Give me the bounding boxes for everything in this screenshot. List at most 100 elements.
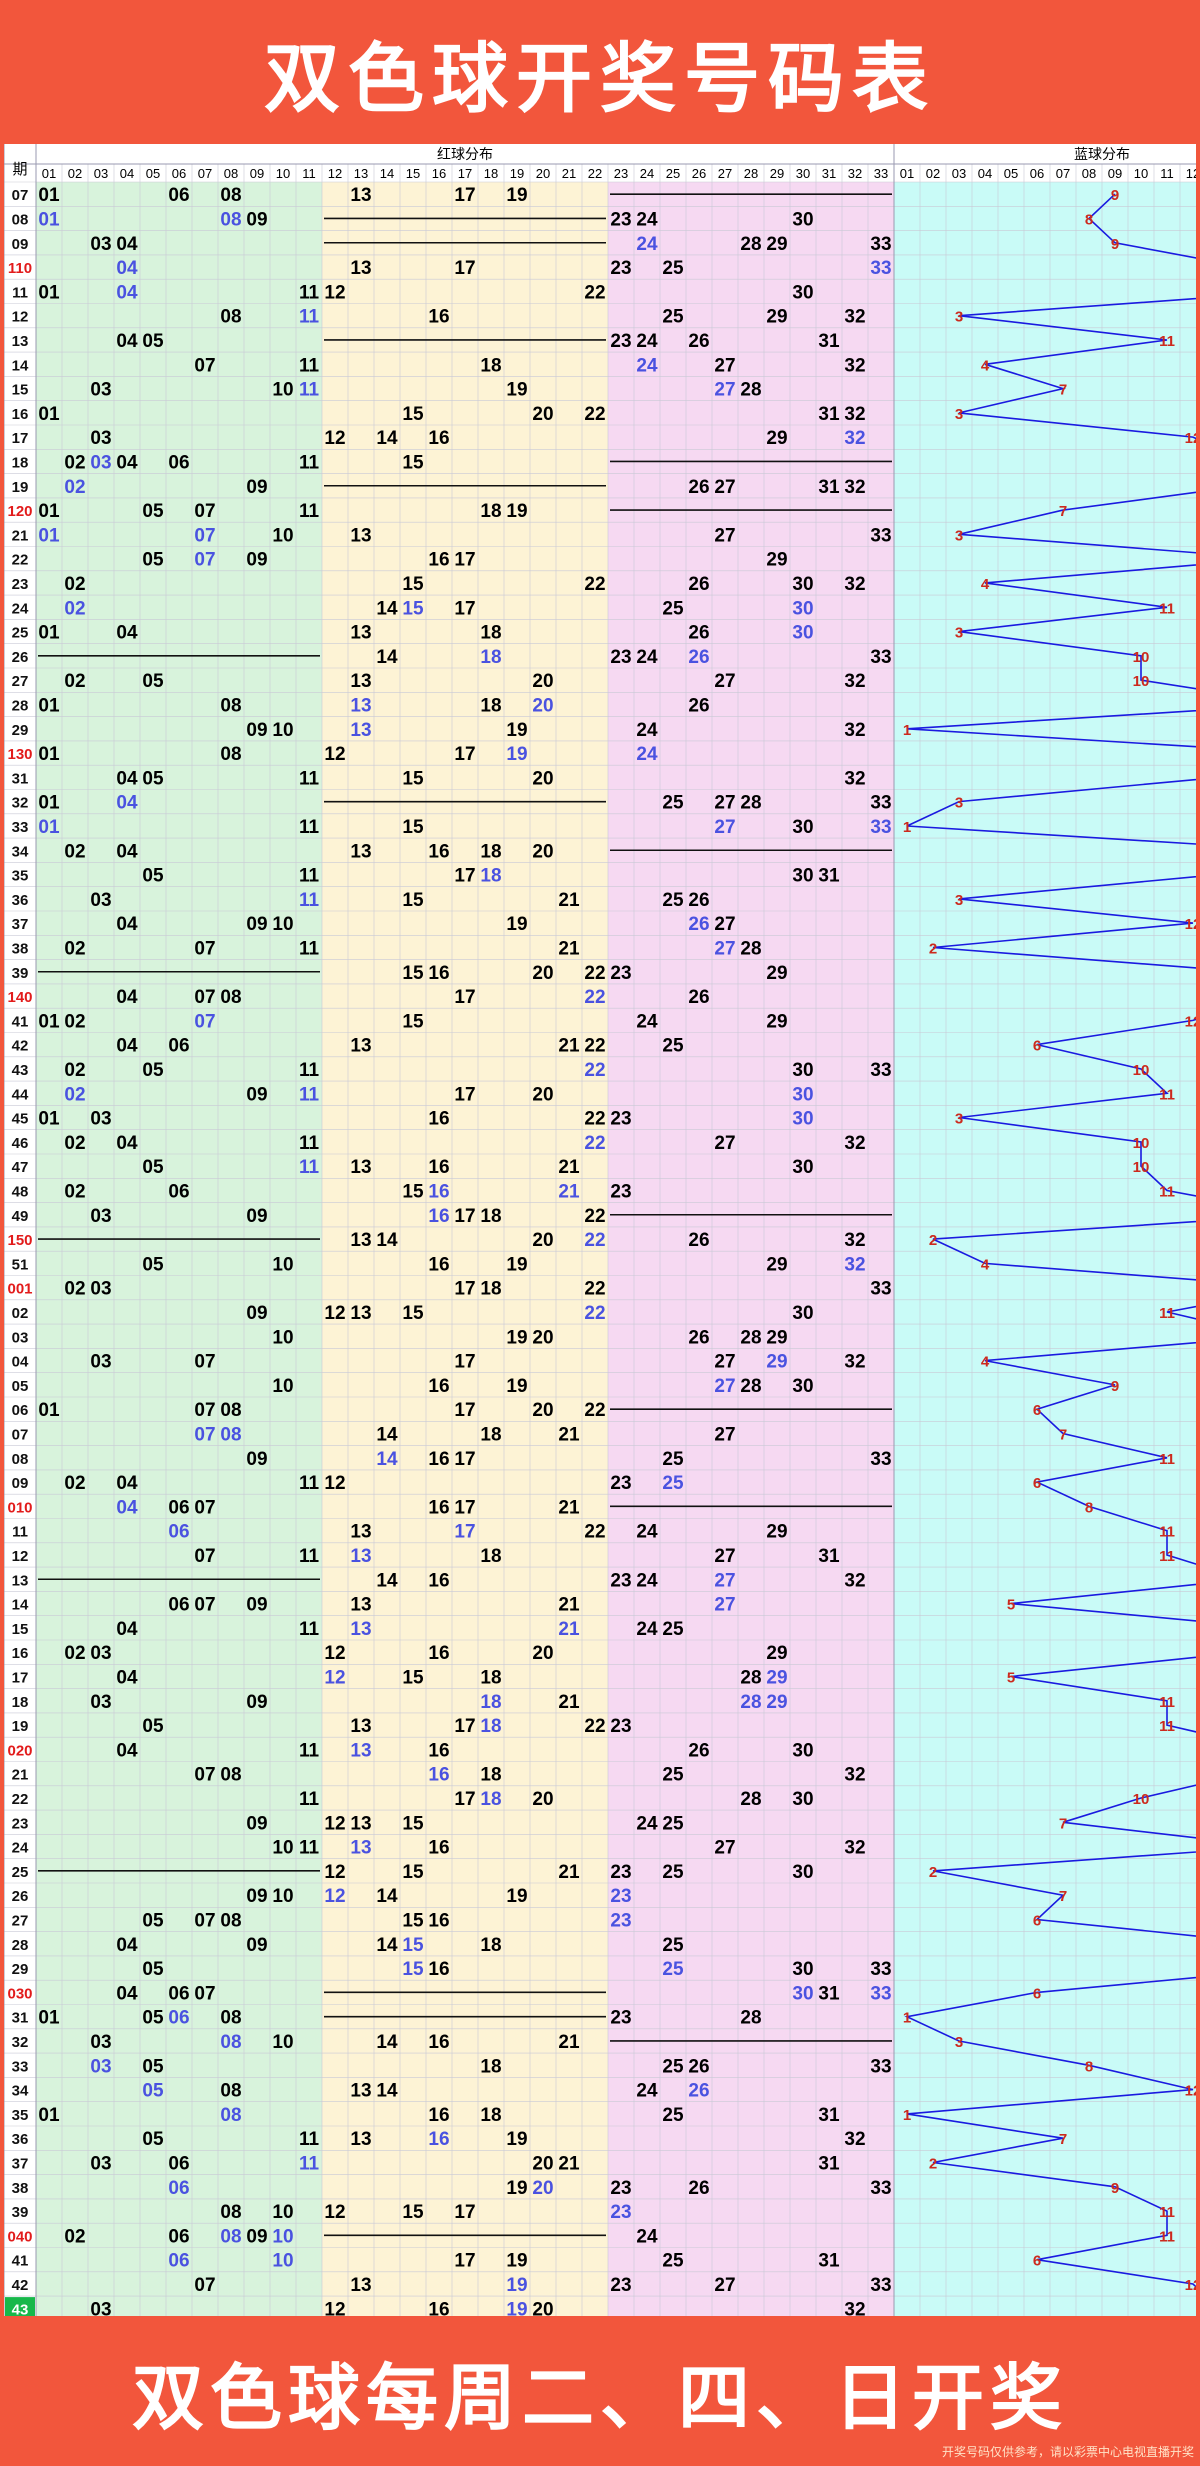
red-ball-number: 08 xyxy=(220,209,241,230)
issue-label: 41 xyxy=(12,2253,29,2270)
issue-label: 15 xyxy=(12,1621,29,1638)
red-ball-number: 01 xyxy=(38,1011,60,1032)
red-ball-number: 08 xyxy=(220,2008,241,2029)
red-ball-number: 30 xyxy=(792,1060,813,1081)
red-ball-number: 03 xyxy=(90,2299,111,2316)
red-ball-number: 22 xyxy=(584,963,605,984)
issue-label: 18 xyxy=(12,1694,29,1711)
blue-ball-number: 7 xyxy=(1059,2131,1067,2148)
red-ball-number: 06 xyxy=(168,452,189,473)
red-ball-number: 18 xyxy=(480,355,501,376)
blue-ball-number: 11 xyxy=(1159,1451,1175,1468)
red-ball-number: 11 xyxy=(299,1157,320,1178)
issue-label: 17 xyxy=(12,1669,29,1686)
red-ball-number: 29 xyxy=(766,428,787,449)
issue-label: 25 xyxy=(12,625,29,642)
blue-ball-number: 5 xyxy=(1007,1669,1015,1686)
red-ball-number: 28 xyxy=(740,1327,761,1348)
red-ball-number: 29 xyxy=(766,1667,787,1688)
red-ball-number: 24 xyxy=(636,647,658,668)
red-ball-number: 16 xyxy=(428,1206,449,1227)
issue-label: 29 xyxy=(12,722,29,739)
red-ball-number: 17 xyxy=(454,987,475,1008)
red-ball-number: 10 xyxy=(272,1886,293,1907)
issue-label: 17 xyxy=(12,430,29,447)
red-ball-number: 25 xyxy=(662,2056,684,2077)
issue-label: 24 xyxy=(12,1840,29,1857)
red-ball-number: 32 xyxy=(844,1838,865,1859)
red-column-tick: 32 xyxy=(848,166,862,181)
red-ball-number: 05 xyxy=(142,1157,164,1178)
red-ball-number: 17 xyxy=(454,1400,475,1421)
red-ball-number: 11 xyxy=(299,890,320,911)
red-ball-number: 07 xyxy=(194,1352,215,1373)
red-ball-number: 33 xyxy=(870,647,891,668)
red-ball-number: 15 xyxy=(402,1011,424,1032)
red-ball-number: 01 xyxy=(38,2008,60,2029)
red-ball-number: 16 xyxy=(428,2299,449,2316)
red-group-header: 红球分布 xyxy=(437,146,493,162)
red-ball-number: 31 xyxy=(818,404,840,425)
red-ball-number: 16 xyxy=(428,1254,449,1275)
red-ball-number: 07 xyxy=(194,1497,215,1518)
red-ball-number: 04 xyxy=(116,1133,138,1154)
red-column-tick: 15 xyxy=(406,166,420,181)
red-ball-number: 28 xyxy=(740,380,761,401)
red-ball-number: 13 xyxy=(350,1546,371,1567)
red-ball-number: 16 xyxy=(428,841,449,862)
red-ball-number: 09 xyxy=(246,1449,267,1470)
red-ball-number: 20 xyxy=(532,841,553,862)
issue-label: 21 xyxy=(12,527,29,544)
red-ball-number: 11 xyxy=(299,2129,320,2150)
red-ball-number: 15 xyxy=(402,963,424,984)
red-ball-number: 10 xyxy=(272,2251,293,2272)
issue-label: 42 xyxy=(12,2277,29,2294)
red-ball-number: 01 xyxy=(38,623,60,644)
red-ball-number: 32 xyxy=(844,355,865,376)
red-ball-number: 02 xyxy=(64,841,85,862)
blue-column-tick: 04 xyxy=(978,166,992,181)
blue-ball-number: 12 xyxy=(1185,2277,1196,2294)
red-ball-number: 16 xyxy=(428,963,449,984)
red-ball-number: 04 xyxy=(116,1983,138,2004)
red-ball-number: 30 xyxy=(792,1376,813,1397)
issue-label: 26 xyxy=(12,1888,29,1905)
red-ball-number: 32 xyxy=(844,428,865,449)
red-ball-number: 08 xyxy=(220,2105,241,2126)
issue-label: 030 xyxy=(7,1985,32,2002)
red-ball-number: 32 xyxy=(844,1352,865,1373)
red-ball-number: 13 xyxy=(350,1230,371,1251)
red-ball-number: 15 xyxy=(402,1910,424,1931)
red-ball-number: 06 xyxy=(168,185,189,206)
red-ball-number: 09 xyxy=(246,1886,267,1907)
red-ball-number: 09 xyxy=(246,477,267,498)
red-ball-number: 01 xyxy=(38,1400,60,1421)
red-ball-number: 29 xyxy=(766,1327,787,1348)
red-ball-number: 04 xyxy=(116,452,138,473)
red-ball-number: 01 xyxy=(38,185,60,206)
red-ball-number: 17 xyxy=(454,1206,475,1227)
red-ball-number: 11 xyxy=(299,1084,320,1105)
red-ball-number: 17 xyxy=(454,866,475,887)
issue-label: 23 xyxy=(12,576,29,593)
issue-label: 05 xyxy=(12,1378,29,1395)
blue-ball-number: 11 xyxy=(1159,2204,1175,2221)
red-ball-number: 03 xyxy=(90,1692,111,1713)
red-ball-number: 32 xyxy=(844,671,865,692)
red-ball-number: 23 xyxy=(610,2178,631,2199)
red-ball-number: 20 xyxy=(532,1400,553,1421)
red-ball-number: 33 xyxy=(870,1983,891,2004)
blue-ball-number: 3 xyxy=(955,2034,963,2051)
red-ball-number: 13 xyxy=(350,1619,371,1640)
red-ball-number: 18 xyxy=(480,647,501,668)
red-ball-number: 29 xyxy=(766,307,787,328)
red-ball-number: 33 xyxy=(870,1449,891,1470)
red-ball-number: 13 xyxy=(350,525,371,546)
red-ball-number: 01 xyxy=(38,2105,60,2126)
red-ball-number: 11 xyxy=(299,817,320,838)
blue-ball-number: 10 xyxy=(1133,649,1150,666)
red-ball-number: 03 xyxy=(90,380,111,401)
blue-ball-number: 3 xyxy=(955,1111,963,1128)
red-ball-number: 11 xyxy=(299,1546,320,1567)
red-ball-number: 13 xyxy=(350,1522,371,1543)
